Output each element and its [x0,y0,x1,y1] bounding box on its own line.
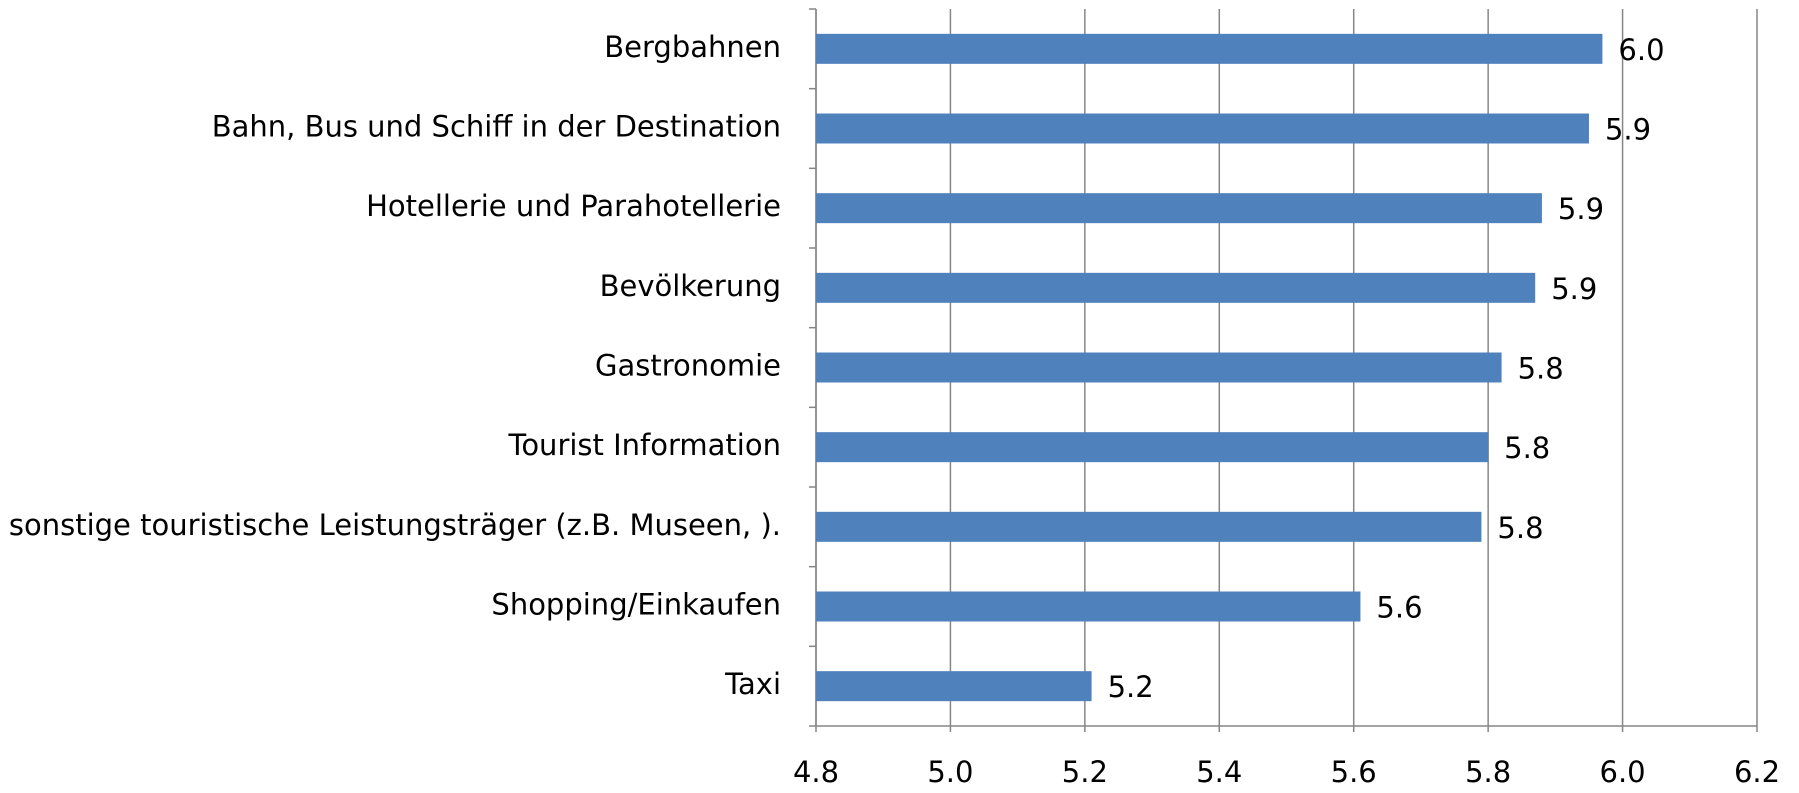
data-label: 5.8 [1497,511,1543,545]
bar [816,113,1589,144]
data-label: 5.9 [1551,272,1597,306]
bar [816,511,1482,542]
bar [816,591,1361,622]
data-label: 5.9 [1558,192,1604,226]
data-label: 5.6 [1376,591,1422,625]
y-tick-label: Taxi [724,667,781,701]
y-tick-label: Shopping/Einkaufen [491,588,781,622]
x-tick-label: 5.8 [1465,755,1511,789]
y-tick-label: Gastronomie [595,349,781,383]
x-tick-label: 4.8 [793,755,839,789]
x-tick-label: 5.2 [1062,755,1108,789]
bar [816,352,1502,383]
data-label: 5.2 [1108,670,1154,704]
bar [816,671,1092,702]
data-label: 6.0 [1618,33,1664,67]
y-tick-label: Bevölkerung [600,269,781,303]
x-tick-label: 6.0 [1600,755,1646,789]
data-label: 5.8 [1504,431,1550,465]
bar [816,33,1603,64]
data-label: 5.8 [1518,352,1564,386]
bar [816,432,1489,463]
y-tick-label: Bahn, Bus und Schiff in der Destination [212,110,781,144]
bar [816,272,1536,303]
y-tick-label: Tourist Information [508,428,781,462]
y-tick-label: sonstige touristische Leistungsträger (z… [9,508,781,542]
bar [816,193,1542,224]
x-tick-label: 6.2 [1734,755,1780,789]
x-tick-label: 5.4 [1196,755,1242,789]
y-tick-label: Hotellerie und Parahotellerie [366,189,781,223]
data-label: 5.9 [1605,113,1651,147]
x-tick-label: 5.6 [1331,755,1377,789]
y-tick-label: Bergbahnen [604,30,781,64]
x-tick-label: 5.0 [927,755,973,789]
